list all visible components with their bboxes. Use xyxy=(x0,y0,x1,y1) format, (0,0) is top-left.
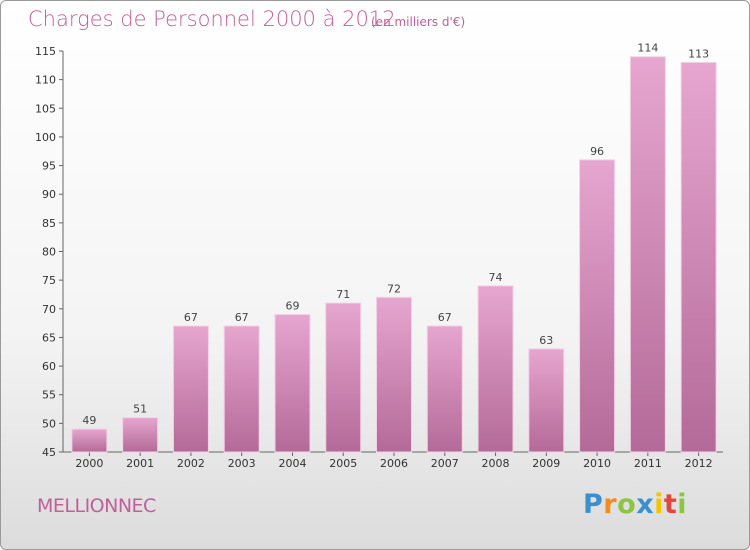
bar-value-label: 67 xyxy=(235,311,249,324)
y-tick-label: 110 xyxy=(35,74,56,87)
y-tick-label: 60 xyxy=(42,360,56,373)
logo-letter: t xyxy=(663,489,678,520)
bar xyxy=(426,325,463,453)
bar-value-label: 96 xyxy=(590,145,604,158)
x-tick-label: 2006 xyxy=(380,457,408,470)
y-tick-label: 105 xyxy=(35,102,56,115)
x-tick-label: 2002 xyxy=(177,457,205,470)
logo-letter: o xyxy=(617,489,637,520)
y-tick-label: 100 xyxy=(35,131,56,144)
logo-letter: P xyxy=(583,489,604,520)
x-tick-label: 2005 xyxy=(329,457,357,470)
x-tick-label: 2001 xyxy=(126,457,154,470)
y-tick-label: 45 xyxy=(42,446,56,459)
bar xyxy=(629,56,666,453)
bar xyxy=(325,302,362,453)
bar-value-label: 69 xyxy=(285,300,299,313)
bar xyxy=(477,285,514,453)
logo-letter: x xyxy=(636,489,655,520)
bar-value-label: 114 xyxy=(637,42,658,55)
x-tick-label: 2007 xyxy=(431,457,459,470)
bar-value-label: 67 xyxy=(184,311,198,324)
chart-bars: 49 51 67 67 69 71 72 67 74 63 96 114 113 xyxy=(71,42,717,453)
y-tick-label: 95 xyxy=(42,160,56,173)
bar-value-label: 51 xyxy=(133,403,147,416)
bar xyxy=(223,325,260,453)
bar-value-label: 74 xyxy=(489,271,503,284)
y-tick-label: 90 xyxy=(42,188,56,201)
x-tick-label: 2012 xyxy=(685,457,713,470)
commune-name: MELLIONNEC xyxy=(37,495,156,517)
logo-letter: r xyxy=(603,489,618,520)
bar xyxy=(528,348,565,453)
bar-value-label: 49 xyxy=(82,414,96,427)
bar xyxy=(172,325,209,453)
bar xyxy=(376,296,412,453)
x-tick-label: 2008 xyxy=(482,457,510,470)
bar-value-label: 72 xyxy=(387,282,401,295)
y-tick-label: 50 xyxy=(42,417,56,430)
x-tick-label: 2003 xyxy=(228,457,256,470)
bar xyxy=(274,314,311,453)
logo-letter: i xyxy=(654,489,664,520)
x-tick-label: 2000 xyxy=(75,457,103,470)
y-tick-label: 65 xyxy=(42,331,56,344)
x-tick-label: 2010 xyxy=(583,457,611,470)
x-tick-label: 2004 xyxy=(278,457,306,470)
chart-subtitle: (en milliers d'€) xyxy=(371,15,466,29)
bar xyxy=(71,428,108,453)
bar xyxy=(680,61,717,453)
bar-value-label: 63 xyxy=(539,334,553,347)
y-tick-label: 70 xyxy=(42,303,56,316)
bar-value-label: 71 xyxy=(336,288,350,301)
logo-letter: i xyxy=(677,489,688,520)
bar-value-label: 113 xyxy=(688,47,709,60)
chart-title: Charges de Personnel 2000 à 2012 xyxy=(28,7,396,31)
y-tick-label: 55 xyxy=(42,389,56,402)
y-tick-label: 80 xyxy=(42,246,56,259)
x-tick-label: 2009 xyxy=(532,457,560,470)
bar-value-label: 67 xyxy=(438,311,452,324)
bar xyxy=(579,159,616,453)
y-tick-label: 85 xyxy=(42,217,56,230)
x-tick-label: 2011 xyxy=(634,457,662,470)
y-tick-label: 75 xyxy=(42,274,56,287)
proxiti-logo[interactable]: Proxiti xyxy=(583,489,687,520)
chart-axes: 45 50 55 60 65 70 75 80 85 90 95 100 105 110 115 2000 20… xyxy=(35,45,723,470)
bar xyxy=(122,417,159,453)
y-tick-label: 115 xyxy=(35,45,56,58)
